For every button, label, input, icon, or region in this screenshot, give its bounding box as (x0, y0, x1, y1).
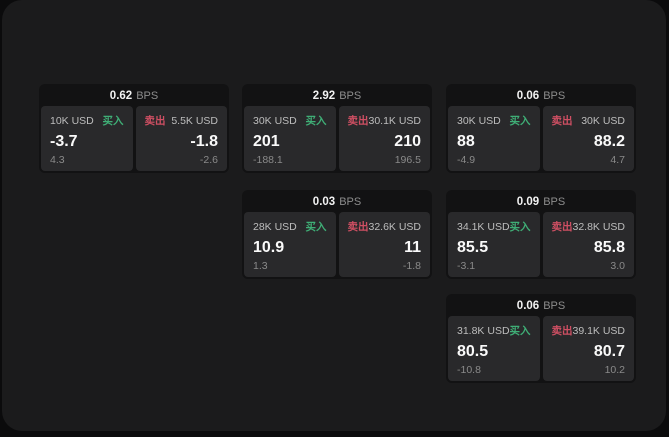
quote-card: 0.09 BPS 34.1K USD 买入 85.5 -3.1 卖出 32.8K… (446, 190, 636, 279)
sell-price: 80.7 (593, 342, 625, 360)
quotes-panel: 0.62 BPS 10K USD 买入 -3.7 4.3 卖出 5.5K USD (2, 0, 666, 431)
buy-label: 买入 (509, 115, 531, 127)
buy-subvalue: -188.1 (253, 153, 283, 166)
buy-subvalue: 4.3 (50, 153, 65, 166)
bps-header: 2.92 BPS (242, 84, 432, 105)
buy-price: 201 (253, 132, 280, 150)
bps-unit: BPS (339, 89, 362, 102)
bps-value: 2.92 (312, 89, 336, 102)
buy-label: 买入 (102, 115, 124, 127)
sell-price: 88.2 (593, 132, 625, 150)
quote-card: 0.06 BPS 30K USD 买入 88 -4.9 卖出 30K USD (446, 84, 636, 173)
bps-header: 0.62 BPS (39, 84, 229, 105)
quote-card: 0.03 BPS 28K USD 买入 10.9 1.3 卖出 32.6K US… (242, 190, 432, 279)
bps-unit: BPS (543, 89, 566, 102)
bps-value: 0.03 (312, 195, 336, 208)
buy-size: 28K USD (253, 220, 297, 233)
sell-size: 30K USD (581, 114, 625, 127)
buy-label: 买入 (305, 115, 327, 127)
sell-quote-button[interactable]: 卖出 39.1K USD 80.7 10.2 (542, 316, 634, 381)
bps-header: 0.09 BPS (446, 190, 636, 211)
bps-header: 0.06 BPS (446, 294, 636, 315)
bps-value: 0.06 (516, 299, 540, 312)
buy-subvalue: 1.3 (253, 259, 268, 272)
buy-price: 80.5 (457, 342, 489, 360)
sell-subvalue: 196.5 (394, 153, 421, 166)
buy-label: 买入 (509, 325, 531, 337)
quote-card: 0.62 BPS 10K USD 买入 -3.7 4.3 卖出 5.5K USD (39, 84, 229, 173)
buy-price: 88 (457, 132, 475, 150)
buy-subvalue: -3.1 (457, 259, 476, 272)
buy-price: 85.5 (457, 238, 489, 256)
buy-quote-button[interactable]: 34.1K USD 买入 85.5 -3.1 (448, 212, 540, 277)
buy-size: 10K USD (50, 114, 94, 127)
buy-subvalue: -10.8 (457, 363, 481, 376)
sell-label: 卖出 (551, 221, 573, 233)
bps-header: 0.06 BPS (446, 84, 636, 105)
sell-size: 32.6K USD (368, 220, 422, 233)
buy-price: 10.9 (253, 238, 285, 256)
bps-unit: BPS (543, 195, 566, 208)
sell-label: 卖出 (551, 325, 573, 337)
buy-quote-button[interactable]: 10K USD 买入 -3.7 4.3 (41, 106, 133, 171)
quote-card: 2.92 BPS 30K USD 买入 201 -188.1 卖出 30.1K … (242, 84, 432, 173)
sell-price: 210 (394, 132, 421, 150)
buy-size: 34.1K USD (457, 220, 510, 233)
buy-size: 30K USD (457, 114, 501, 127)
buy-size: 30K USD (253, 114, 297, 127)
sell-price: 11 (404, 238, 421, 256)
bps-header: 0.03 BPS (242, 190, 432, 211)
bps-value: 0.09 (516, 195, 540, 208)
bps-unit: BPS (543, 299, 566, 312)
sell-quote-button[interactable]: 卖出 30.1K USD 210 196.5 (338, 106, 430, 171)
bps-value: 0.06 (516, 89, 540, 102)
buy-quote-button[interactable]: 31.8K USD 买入 80.5 -10.8 (448, 316, 540, 381)
sell-quote-button[interactable]: 卖出 32.6K USD 11 -1.8 (338, 212, 430, 277)
sell-label: 卖出 (144, 115, 166, 127)
sell-subvalue: -2.6 (199, 153, 218, 166)
sell-size: 39.1K USD (572, 324, 626, 337)
sell-label: 卖出 (347, 115, 369, 127)
bps-unit: BPS (136, 89, 159, 102)
quote-card: 0.06 BPS 31.8K USD 买入 80.5 -10.8 卖出 39.1… (446, 294, 636, 383)
sell-subvalue: -1.8 (402, 259, 421, 272)
buy-quote-button[interactable]: 30K USD 买入 201 -188.1 (244, 106, 336, 171)
buy-subvalue: -4.9 (457, 153, 476, 166)
bps-unit: BPS (339, 195, 362, 208)
sell-label: 卖出 (347, 221, 369, 233)
sell-price: 85.8 (593, 238, 625, 256)
sell-size: 30.1K USD (368, 114, 422, 127)
sell-size: 32.8K USD (572, 220, 626, 233)
buy-quote-button[interactable]: 28K USD 买入 10.9 1.3 (244, 212, 336, 277)
sell-quote-button[interactable]: 卖出 30K USD 88.2 4.7 (542, 106, 634, 171)
buy-price: -3.7 (50, 132, 78, 150)
sell-quote-button[interactable]: 卖出 5.5K USD -1.8 -2.6 (135, 106, 227, 171)
buy-label: 买入 (509, 221, 531, 233)
sell-subvalue: 10.2 (604, 363, 625, 376)
sell-price: -1.8 (190, 132, 218, 150)
buy-label: 买入 (305, 221, 327, 233)
sell-label: 卖出 (551, 115, 573, 127)
sell-subvalue: 4.7 (610, 153, 625, 166)
sell-quote-button[interactable]: 卖出 32.8K USD 85.8 3.0 (542, 212, 634, 277)
bps-value: 0.62 (109, 89, 133, 102)
buy-size: 31.8K USD (457, 324, 510, 337)
buy-quote-button[interactable]: 30K USD 买入 88 -4.9 (448, 106, 540, 171)
sell-subvalue: 3.0 (610, 259, 625, 272)
sell-size: 5.5K USD (171, 114, 218, 127)
